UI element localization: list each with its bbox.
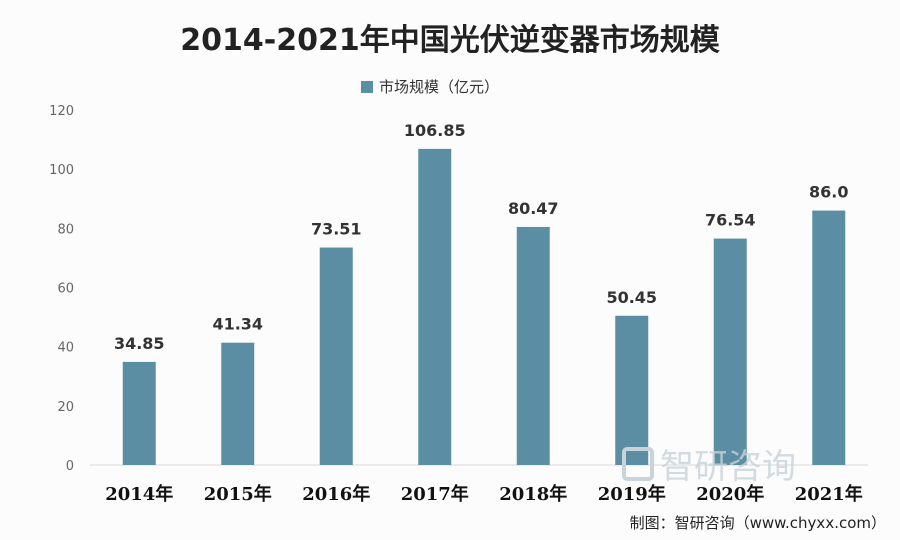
y-tick-label: 120 [49, 104, 74, 119]
y-tick-label: 20 [57, 400, 74, 415]
bar [122, 361, 156, 465]
data-label: 73.51 [311, 220, 362, 239]
data-label: 86.0 [809, 183, 848, 202]
y-tick-label: 100 [49, 163, 74, 178]
bars-group: 34.85 41.34 73.51 106.85 80.47 50.45 76.54 86.0 [114, 121, 848, 465]
watermark-logo-icon [622, 447, 654, 481]
data-label: 50.45 [606, 288, 657, 307]
x-tick-label: 2017年 [401, 483, 469, 505]
y-tick-label: 0 [66, 459, 74, 474]
legend-swatch [361, 81, 373, 93]
bar [319, 247, 353, 465]
x-tick-label: 2016年 [302, 483, 370, 505]
x-axis: 2014年 2015年 2016年 2017年 2018年 2019年 2020年 2021年 [105, 483, 863, 505]
chart-title: 2014-2021年中国光伏逆变器市场规模 [180, 23, 719, 58]
data-label: 41.34 [212, 315, 263, 334]
watermark: 智研咨询 [622, 447, 796, 487]
x-tick-label: 2019年 [598, 483, 666, 505]
bar [221, 342, 255, 465]
data-label: 34.85 [114, 334, 165, 353]
data-label: 106.85 [404, 121, 466, 140]
bar [615, 315, 649, 465]
y-tick-label: 80 [57, 222, 74, 237]
x-tick-label: 2018年 [499, 483, 567, 505]
legend: 市场规模（亿元） [361, 78, 499, 96]
legend-label: 市场规模（亿元） [379, 78, 499, 96]
data-label: 76.54 [705, 211, 756, 230]
x-tick-label: 2014年 [105, 483, 173, 505]
watermark-text: 智研咨询 [660, 447, 796, 487]
bar [418, 148, 452, 465]
bar [812, 210, 846, 465]
bar [516, 226, 550, 465]
source-credit: 制图：智研咨询（www.chyxx.com） [630, 514, 886, 532]
x-tick-label: 2020年 [696, 483, 764, 505]
y-axis: 0 20 40 60 80 100 120 [49, 104, 74, 474]
bar [713, 238, 747, 465]
data-label: 80.47 [508, 199, 559, 218]
x-tick-label: 2021年 [795, 483, 863, 505]
y-tick-label: 60 [57, 282, 74, 297]
x-tick-label: 2015年 [204, 483, 272, 505]
y-tick-label: 40 [57, 341, 74, 356]
